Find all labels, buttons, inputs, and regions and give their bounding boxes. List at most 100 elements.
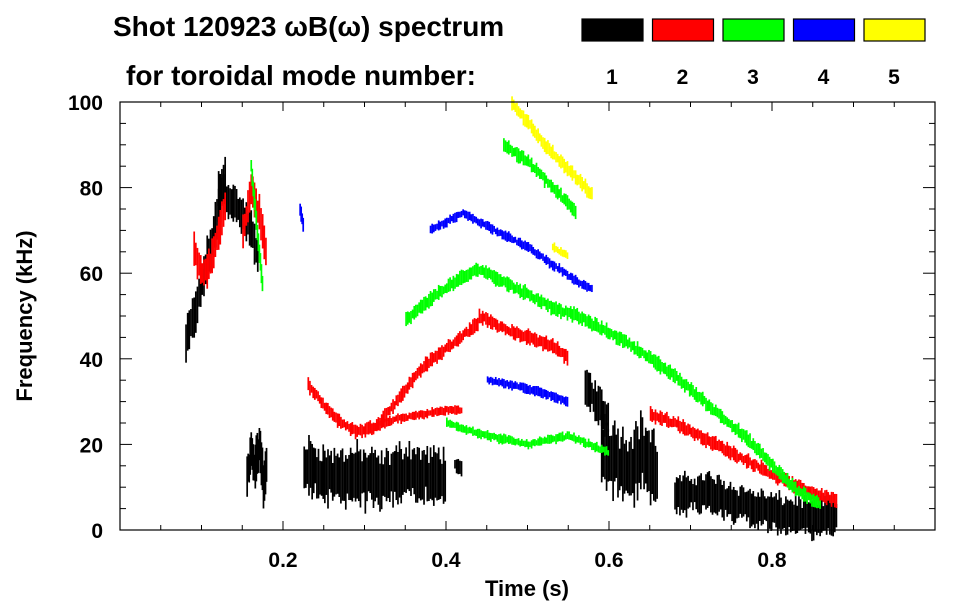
spectrum-point [548,392,551,398]
spectrum-point [776,471,779,486]
spectrum-point [308,435,310,496]
spectrum-point [809,486,812,500]
spectrum-point [423,449,425,505]
spectrum-point [573,275,575,285]
spectrum-point [649,406,652,421]
spectrum-point [532,123,535,137]
spectrum-point [532,333,535,345]
spectrum-point [475,262,478,277]
spectrum-point [566,307,569,321]
spectrum-point [382,464,385,496]
spectrum-point [516,382,518,389]
spectrum-point [587,438,590,448]
spectrum-point [592,320,595,331]
spectrum-point [485,265,487,279]
spectrum-point [537,386,539,397]
spectrum-point [421,410,424,419]
spectrum-point [530,387,533,394]
spectrum-point [610,329,613,338]
spectrum-point [217,216,220,250]
spectrum-point [465,425,468,435]
spectrum-point [750,440,753,449]
spectrum-point [452,339,455,349]
spectrum-point [418,366,420,376]
spectrum-point [683,470,686,511]
spectrum-point [574,435,577,444]
spectrum-point [687,423,689,436]
spectrum-point [571,273,574,284]
spectrum-point [408,440,411,492]
spectrum-point [560,154,562,169]
spectrum-point [248,211,251,246]
spectrum-point [444,284,447,293]
spectrum-point [727,445,730,459]
spectrum-point [618,331,621,346]
spectrum-point [695,387,698,403]
spectrum-point [514,438,517,446]
spectrum-point [573,170,575,179]
series-mode-4 [299,203,593,407]
spectrum-point [491,377,494,386]
spectrum-point [519,440,522,447]
spectrum-point [799,488,802,497]
spectrum-point [465,210,468,219]
spectrum-point [410,377,412,387]
spectrum-point [312,447,315,494]
spectrum-point [714,435,717,450]
spectrum-point [468,267,471,280]
spectrum-point [454,212,456,223]
y-axis-title: Frequency (kHz) [12,230,37,401]
spectrum-point [579,313,582,324]
spectrum-point [736,490,738,519]
spectrum-point [249,437,252,475]
spectrum-point [527,154,530,167]
spectrum-point [488,316,491,326]
spectrum-point [517,438,520,446]
legend-label-mode-3: 3 [747,66,759,89]
spectrum-point [519,382,522,391]
spectrum-point [705,397,707,412]
spectrum-point [556,246,559,254]
spectrum-point [211,238,213,274]
spectrum-point [666,411,668,427]
spectrum-point [604,446,606,456]
spectrum-point [493,225,495,232]
spectrum-point [196,247,199,280]
spectrum-point [449,339,451,353]
spectrum-point [346,421,349,430]
spectrum-point [432,409,435,417]
spectrum-point [560,304,562,320]
spectrum-point [441,463,443,497]
spectrum-point [199,263,202,307]
spectrum-point [737,422,740,438]
spectrum-point [439,285,442,297]
spectrum-point [719,408,722,424]
spectrum-point [674,482,676,510]
legend-swatch-mode-2 [651,18,715,42]
spectrum-point [682,475,685,513]
spectrum-point [697,476,699,513]
spectrum-point [520,438,523,447]
spectrum-point [330,407,332,418]
spectrum-point [594,442,597,453]
spectrum-point [687,381,689,391]
spectrum-point [569,434,572,441]
spectrum-point [423,410,425,420]
spectrum-point [369,420,372,434]
series-mode-2 [193,174,838,509]
spectrum-point [462,209,464,216]
spectrum-point [582,279,585,290]
spectrum-point [194,291,197,333]
spectrum-point [388,464,391,502]
spectrum-point [802,486,805,502]
spectrum-point [802,497,805,529]
spectrum-point [816,488,818,500]
spectrum-point [586,282,588,292]
spectrum-point [467,211,469,221]
spectrum-point [514,327,517,341]
spectrum-point [447,339,450,352]
spectrum-point [563,158,566,174]
spectrum-point [556,434,559,442]
spectrum-point [190,309,192,337]
spectrum-point [490,376,492,383]
